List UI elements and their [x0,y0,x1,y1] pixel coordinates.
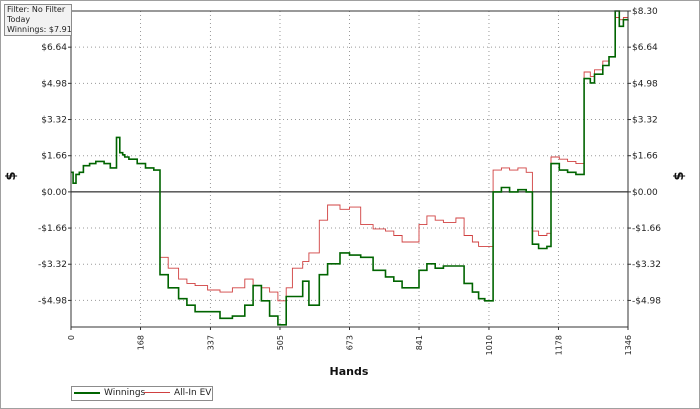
legend: Winnings All-In EV [71,386,213,401]
winnings-text: Winnings: $7.91 [7,25,72,34]
legend-swatch-allin [144,392,170,393]
y-tick-label-right: $4.98 [632,79,658,89]
x-tick-label: 505 [276,335,285,350]
legend-item-winnings: Winnings [74,388,145,399]
x-tick-label: 337 [206,335,215,350]
y-tick-labels-left: -$4.98 -$3.32 -$1.66 $0.00 $1.66 $3.32 $4.98 $6… [38,7,67,306]
y-tick-label-left: $3.32 [41,116,67,126]
y-tick-label-left: $0.00 [41,188,67,198]
y-tick-label-left: -$3.32 [38,260,67,270]
y-tick-label-right: $0.00 [632,188,658,198]
legend-label-winnings: Winnings [104,388,146,398]
x-tick-label: 0 [67,335,76,340]
plot-area-border [70,10,629,328]
legend-item-allin: All-In EV [144,388,211,399]
axes [68,10,631,330]
y-tick-label-left: -$4.98 [38,296,67,306]
x-tick-label: 1178 [554,335,563,355]
x-tick-label: 1010 [485,335,494,355]
legend-swatch-winnings [74,391,100,394]
y-tick-label-left: $4.98 [41,79,67,89]
series-line-winnings [71,10,629,326]
x-tick-label: 673 [346,335,355,350]
y-tick-label-left: $6.64 [41,43,67,53]
y-tick-label-left: $1.66 [41,152,67,162]
y-tick-label-right: -$1.66 [632,224,661,234]
filter-text: Filter: No Filter [7,5,66,14]
legend-label-allin: All-In EV [174,388,212,398]
y-tick-label-left: -$1.66 [38,224,67,234]
filter-info-box: Filter: No Filter Today Winnings: $7.91 [4,4,72,36]
x-axis-label: Hands [330,365,369,378]
grid [71,11,628,327]
x-tick-label: 1346 [624,335,633,355]
y-tick-label-right: -$3.32 [632,260,661,270]
y-axis-label-left: $ [4,171,19,180]
x-tick-label: 841 [415,335,424,350]
y-tick-labels-right: -$4.98 -$3.32 -$1.66 $0.00 $1.66 $3.32 $4.98 $6… [632,7,661,306]
y-tick-label-right: -$4.98 [632,296,661,306]
x-tick-label: 168 [137,335,146,350]
x-tick-labels: 0 168 337 505 673 841 1010 1178 1346 [67,335,633,355]
series-line-allin [71,15,629,302]
y-tick-label-right: $1.66 [632,152,658,162]
series-layer [71,10,629,326]
y-tick-label-right: $8.30 [632,7,658,17]
y-tick-label-right: $6.64 [632,43,658,53]
period-text: Today [7,15,31,24]
y-axis-label-right: $ [672,171,687,180]
y-tick-label-right: $3.32 [632,116,658,126]
